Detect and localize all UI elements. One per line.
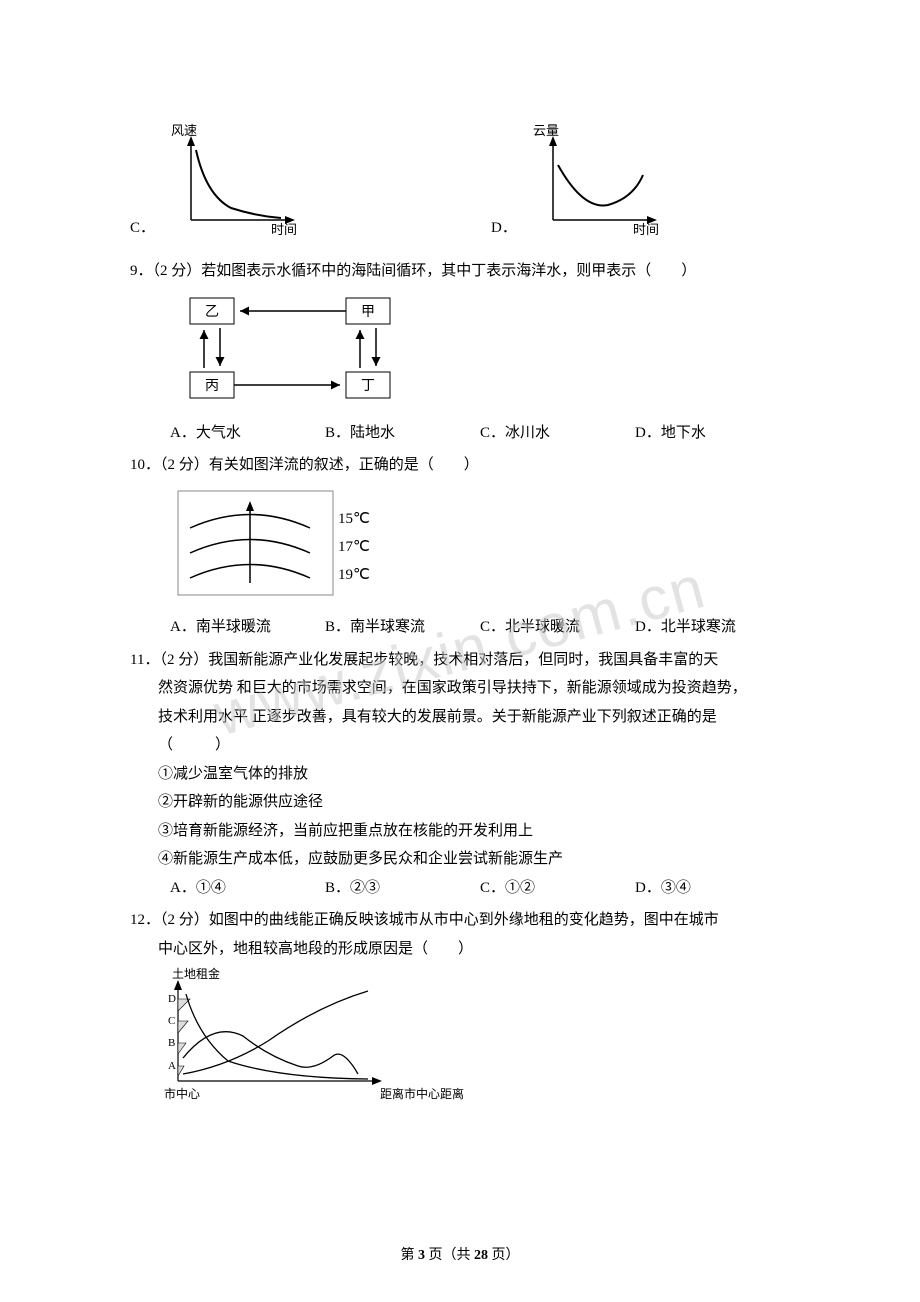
- graph-d-xlabel: 时间: [633, 222, 659, 237]
- q12-D: D: [168, 993, 176, 1005]
- footer-cur: 3: [418, 1248, 425, 1263]
- q11-s1: ①减少温室气体的排放: [130, 763, 790, 786]
- exam-page: www.zixin.com.cn C． 风速 时间 D．: [0, 0, 920, 1302]
- q11-opt-a: A．①④: [170, 877, 325, 900]
- q11-opt-d: D．③④: [635, 877, 790, 900]
- q10-opt-a: A．南半球暖流: [170, 616, 325, 639]
- q11-s3: ③培育新能源经济，当前应把重点放在核能的开发利用上: [130, 820, 790, 843]
- q9-figure: 乙 甲 丙 丁: [130, 288, 790, 416]
- footer-mid: 页（共: [425, 1248, 474, 1263]
- q11-s2: ②开辟新的能源供应途径: [130, 791, 790, 814]
- q10-t2: 17℃: [338, 539, 370, 555]
- graph-d-ylabel: 云量: [533, 123, 559, 138]
- q10-opt-d: D．北半球寒流: [635, 616, 790, 639]
- option-cd-row: C． 风速 时间 D． 云量: [130, 120, 790, 248]
- graph-c: 风速 时间: [161, 120, 311, 248]
- page-footer: 第 3 页（共 28 页）: [0, 1245, 920, 1266]
- q9-box-bl: 丙: [205, 379, 219, 394]
- q10-options: A．南半球暖流 B．南半球寒流 C．北半球暖流 D．北半球寒流: [130, 616, 790, 639]
- q12-l2: 中心区外，地租较高地段的形成原因是（ ）: [130, 938, 790, 961]
- graph-c-xlabel: 时间: [271, 222, 297, 237]
- q11-options: A．①④ B．②③ C．①② D．③④: [130, 877, 790, 900]
- q12-A: A: [168, 1060, 176, 1072]
- graph-c-ylabel: 风速: [171, 123, 197, 138]
- option-c-block: C． 风速 时间: [130, 120, 311, 248]
- q11-l1: 11．（2 分）我国新能源产业化发展起步较晚，技术相对落后，但同时，我国具备丰富…: [130, 649, 790, 672]
- q11-l2: 然资源优势 和巨大的市场需求空间，在国家政策引导扶持下，新能源领域成为投资趋势，: [130, 677, 790, 700]
- q12-l1: 12．（2 分）如图中的曲线能正确反映该城市从市中心到外缘地租的变化趋势，图中在…: [130, 909, 790, 932]
- q12-C: C: [168, 1015, 175, 1027]
- footer-post: 页）: [488, 1248, 520, 1263]
- graph-d: 云量 时间: [523, 120, 673, 248]
- option-d-block: D． 云量 时间: [491, 120, 673, 248]
- q10-t3: 19℃: [338, 567, 370, 583]
- q12-B: B: [168, 1037, 175, 1049]
- footer-total: 28: [474, 1248, 488, 1263]
- q9-options: A．大气水 B．陆地水 C．冰川水 D．地下水: [130, 422, 790, 445]
- q12-ylabel: 土地租金: [172, 966, 220, 981]
- q9-text: 9．（2 分）若如图表示水循环中的海陆间循环，其中丁表示海洋水，则甲表示（ ）: [130, 260, 790, 283]
- q11-opt-c: C．①②: [480, 877, 635, 900]
- q12-xlabel-left: 市中心: [164, 1086, 200, 1101]
- q12-figure: 土地租金 D C B A 市中心 距离市中心距离: [130, 966, 790, 1114]
- q9-box-br: 丁: [361, 379, 375, 394]
- q10-text: 10．（2 分）有关如图洋流的叙述，正确的是（ ）: [130, 454, 790, 477]
- q9-opt-c: C．冰川水: [480, 422, 635, 445]
- footer-pre: 第: [401, 1248, 419, 1263]
- q9-opt-b: B．陆地水: [325, 422, 480, 445]
- q11-l3: 技术利用水平 正逐步改善，具有较大的发展前景。关于新能源产业下列叙述正确的是: [130, 706, 790, 729]
- q10-figure: 15℃ 17℃ 19℃: [130, 483, 790, 611]
- q9-box-tl: 乙: [205, 304, 219, 320]
- q9-box-tr: 甲: [361, 305, 375, 320]
- q11-opt-b: B．②③: [325, 877, 480, 900]
- q11-l4: （ ）: [130, 734, 790, 757]
- option-c-label: C．: [130, 217, 155, 240]
- q10-opt-b: B．南半球寒流: [325, 616, 480, 639]
- q9-opt-d: D．地下水: [635, 422, 790, 445]
- q10-opt-c: C．北半球暖流: [480, 616, 635, 639]
- q11-s4: ④新能源生产成本低，应鼓励更多民众和企业尝试新能源生产: [130, 848, 790, 871]
- q10-t1: 15℃: [338, 511, 370, 527]
- option-d-label: D．: [491, 217, 517, 240]
- q9-opt-a: A．大气水: [170, 422, 325, 445]
- q12-xlabel-right: 距离市中心距离: [380, 1086, 464, 1101]
